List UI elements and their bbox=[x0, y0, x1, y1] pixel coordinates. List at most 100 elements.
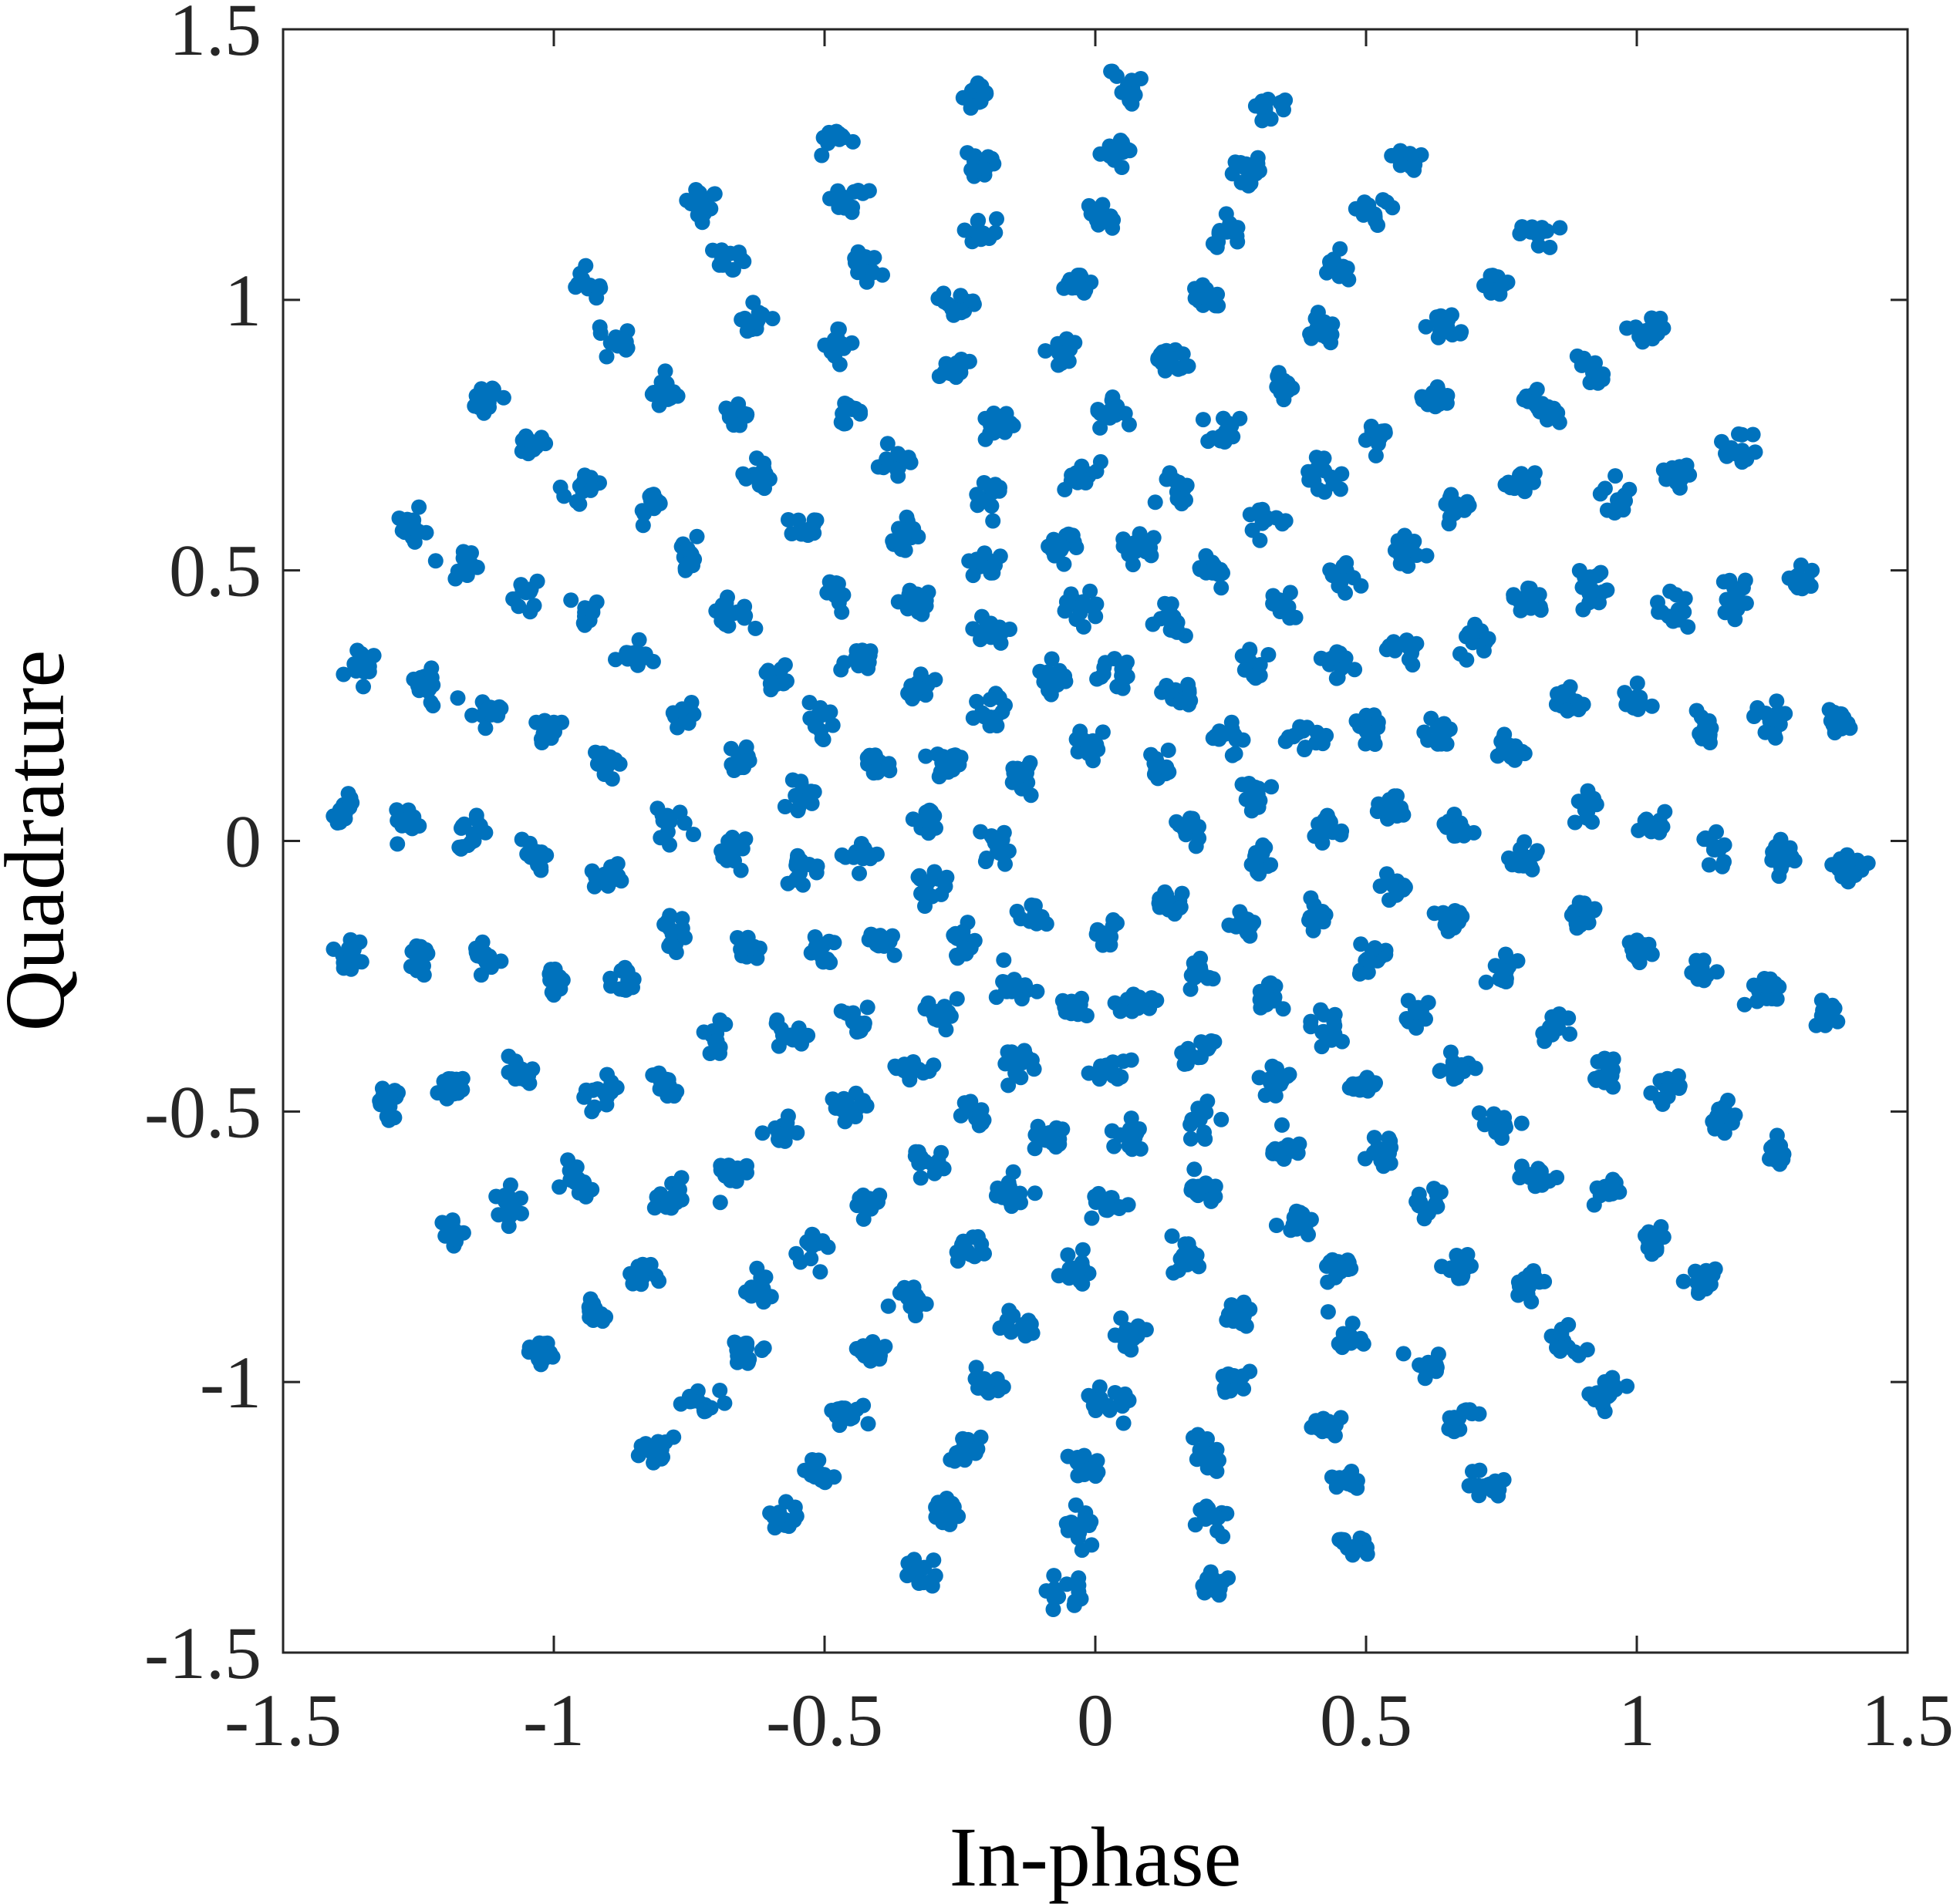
scatter-point bbox=[1227, 746, 1243, 762]
scatter-point bbox=[1322, 814, 1338, 831]
scatter-point bbox=[838, 849, 854, 865]
scatter-point bbox=[1084, 1210, 1100, 1226]
scatter-point bbox=[1048, 1120, 1064, 1136]
scatter-point bbox=[844, 204, 860, 221]
scatter-point bbox=[956, 940, 972, 956]
scatter-point bbox=[742, 1286, 758, 1302]
scatter-point bbox=[1216, 410, 1231, 426]
scatter-point bbox=[1769, 1127, 1785, 1144]
scatter-point bbox=[1207, 1188, 1223, 1205]
scatter-point bbox=[528, 850, 545, 866]
scatter-point bbox=[1358, 723, 1375, 740]
scatter-point bbox=[1531, 587, 1547, 603]
scatter-point bbox=[1604, 1370, 1621, 1386]
scatter-point bbox=[635, 517, 651, 534]
scatter-point bbox=[1121, 1328, 1137, 1344]
scatter-point bbox=[973, 1236, 990, 1252]
scatter-point bbox=[1655, 1229, 1672, 1245]
scatter-point bbox=[1037, 343, 1054, 359]
scatter-point bbox=[599, 349, 615, 365]
scatter-point bbox=[1014, 991, 1030, 1007]
scatter-point bbox=[1568, 915, 1584, 932]
scatter-point bbox=[1179, 477, 1195, 494]
scatter-point bbox=[525, 1061, 541, 1077]
scatter-point bbox=[990, 1180, 1006, 1196]
scatter-point bbox=[1054, 539, 1071, 555]
scatter-point bbox=[1199, 1431, 1215, 1447]
scatter-point bbox=[831, 322, 847, 337]
scatter-point bbox=[1091, 1379, 1108, 1395]
scatter-point bbox=[1366, 206, 1382, 222]
scatter-point bbox=[440, 1071, 457, 1087]
scatter-point bbox=[1213, 561, 1229, 578]
scatter-point bbox=[1079, 743, 1095, 760]
scatter-point bbox=[1567, 1344, 1583, 1360]
scatter-point bbox=[1150, 350, 1166, 366]
scatter-point bbox=[1496, 730, 1512, 746]
scatter-point bbox=[912, 588, 928, 604]
scatter-point bbox=[910, 869, 926, 885]
scatter-point bbox=[1644, 319, 1659, 335]
scatter-point bbox=[1478, 974, 1494, 990]
scatter-point bbox=[1613, 492, 1629, 508]
scatter-point bbox=[464, 545, 479, 561]
scatter-point bbox=[548, 978, 564, 994]
scatter-point bbox=[1281, 1067, 1297, 1083]
scatter-point bbox=[938, 1022, 954, 1038]
scatter-point bbox=[336, 666, 352, 682]
scatter-point bbox=[1638, 1228, 1653, 1244]
scatter-point bbox=[491, 1207, 507, 1223]
scatter-point bbox=[1186, 1161, 1203, 1178]
scatter-point bbox=[1549, 1170, 1565, 1185]
scatter-point bbox=[937, 878, 953, 895]
scatter-point bbox=[1333, 1532, 1349, 1548]
scatter-point bbox=[1551, 1006, 1567, 1022]
scatter-point bbox=[1705, 1267, 1721, 1283]
scatter-point bbox=[660, 1072, 676, 1088]
scatter-point bbox=[1314, 904, 1331, 919]
scatter-point bbox=[1459, 1247, 1476, 1262]
scatter-point bbox=[1058, 594, 1074, 610]
scatter-point bbox=[1106, 1138, 1122, 1154]
scatter-point bbox=[811, 1452, 827, 1468]
scatter-point bbox=[1045, 1602, 1061, 1617]
scatter-point bbox=[845, 1014, 861, 1030]
scatter-point bbox=[1833, 856, 1849, 872]
scatter-point bbox=[1357, 1151, 1373, 1167]
scatter-point bbox=[677, 929, 693, 945]
scatter-point bbox=[1196, 289, 1212, 305]
scatter-point bbox=[1246, 915, 1262, 930]
scatter-point bbox=[717, 1016, 734, 1033]
scatter-point bbox=[989, 1371, 1005, 1387]
scatter-point bbox=[1655, 819, 1671, 835]
scatter-point bbox=[1072, 723, 1088, 740]
scatter-points bbox=[326, 63, 1876, 1617]
scatter-point bbox=[1404, 645, 1420, 661]
scatter-point bbox=[717, 1168, 733, 1184]
scatter-point bbox=[374, 1080, 390, 1097]
scatter-point bbox=[1701, 857, 1717, 873]
scatter-point bbox=[807, 718, 823, 734]
scatter-point bbox=[988, 709, 1004, 725]
scatter-point bbox=[1268, 1218, 1284, 1233]
scatter-point bbox=[1382, 1155, 1398, 1171]
scatter-point bbox=[653, 830, 669, 846]
scatter-point bbox=[608, 652, 623, 668]
scatter-point bbox=[930, 1495, 946, 1511]
scatter-point bbox=[899, 1289, 916, 1306]
scatter-point bbox=[1058, 1004, 1074, 1020]
scatter-point bbox=[924, 810, 940, 827]
scatter-point bbox=[1251, 502, 1267, 518]
scatter-point bbox=[990, 1383, 1007, 1399]
scatter-point bbox=[1310, 481, 1326, 497]
scatter-point bbox=[1157, 362, 1173, 379]
scatter-point bbox=[953, 1107, 969, 1124]
scatter-point bbox=[1152, 899, 1168, 915]
scatter-point bbox=[845, 133, 861, 150]
scatter-point bbox=[833, 1003, 849, 1019]
scatter-point bbox=[645, 653, 661, 669]
scatter-point bbox=[1395, 881, 1412, 898]
scatter-point bbox=[1436, 716, 1452, 732]
scatter-point bbox=[680, 541, 696, 557]
scatter-point bbox=[953, 288, 969, 304]
